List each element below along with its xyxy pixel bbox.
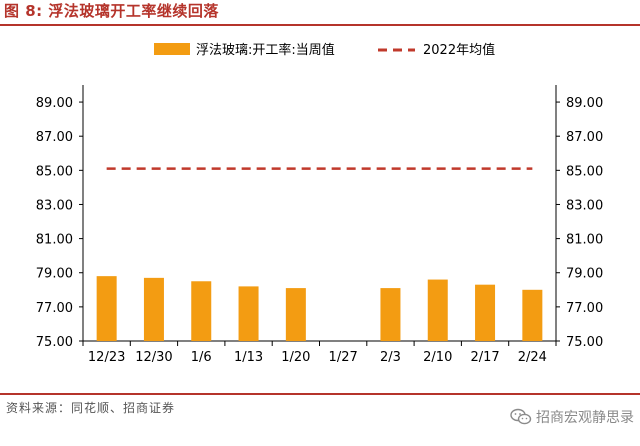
x-tick-label: 2/17 [470,350,499,365]
bar [143,277,164,341]
bar [191,281,212,341]
bar [238,286,259,341]
bars [96,276,543,341]
y-tick-label-left: 87.00 [36,130,73,145]
bar [96,276,117,341]
wechat-icon [510,408,532,425]
footer-rule [0,393,640,395]
x-tick-label: 1/6 [191,350,212,365]
bar [285,288,306,341]
bar-chart: 浮法玻璃:开工率:当周值 2022年均值 75.00 75.00 77.00 77.0… [36,42,603,365]
y-tick-label-left: 81.00 [36,233,73,248]
tick-labels: 75.00 75.00 77.00 77.00 79.00 79.00 81.00 81.00… [36,96,603,365]
bar [522,289,543,341]
bar [475,284,496,341]
x-tick-label: 2/3 [380,350,401,365]
figure-title: 图 8: 浮法玻璃开工率继续回落 [4,2,219,20]
title-rule [0,24,640,26]
y-tick-label-right: 75.00 [566,335,603,350]
x-tick-label: 1/27 [329,350,358,365]
y-tick-label-right: 79.00 [566,267,603,282]
legend-bar-label: 浮法玻璃:开工率:当周值 [196,42,335,58]
x-tick-label: 2/24 [518,350,547,365]
x-tick-label: 2/10 [423,350,452,365]
legend-bar-swatch [154,43,190,55]
legend-line-label: 2022年均值 [423,42,495,58]
x-tick-label: 1/13 [234,350,263,365]
y-tick-label-right: 77.00 [566,301,603,316]
bar [380,288,401,341]
y-tick-label-right: 89.00 [566,96,603,111]
watermark: 招商宏观静思录 [510,407,634,427]
y-tick-label-right: 81.00 [566,233,603,248]
source-note: 资料来源：同花顺、招商证券 [6,401,176,415]
x-tick-label: 1/20 [281,350,310,365]
watermark-text: 招商宏观静思录 [536,410,634,426]
y-tick-label-left: 79.00 [36,267,73,282]
y-tick-label-left: 85.00 [36,164,73,179]
x-tick-label: 12/30 [135,350,172,365]
x-tick-label: 12/23 [88,350,125,365]
y-tick-label-left: 75.00 [36,335,73,350]
y-tick-label-right: 87.00 [566,130,603,145]
y-tick-label-left: 89.00 [36,96,73,111]
y-tick-label-right: 83.00 [566,198,603,213]
y-tick-label-right: 85.00 [566,164,603,179]
bar [427,279,448,341]
legend: 浮法玻璃:开工率:当周值 2022年均值 [154,42,495,58]
y-tick-label-left: 83.00 [36,198,73,213]
y-tick-label-left: 77.00 [36,301,73,316]
